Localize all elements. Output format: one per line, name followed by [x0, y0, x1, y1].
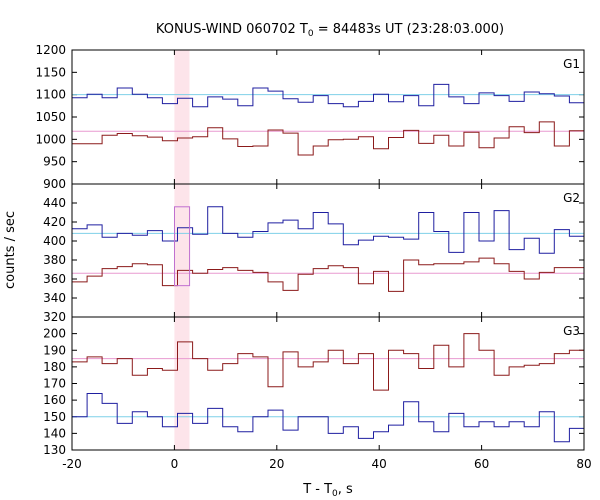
- g1-series-0: [72, 83, 585, 110]
- g3-ytick-label: 130: [43, 443, 66, 457]
- g1-series-1: [72, 121, 585, 156]
- x-tick-label: 60: [474, 457, 489, 471]
- g1-ytick-label: 1200: [35, 43, 66, 57]
- g3-series-0: [72, 393, 585, 443]
- chart-title-prefix: KONUS-WIND 060702 T: [156, 22, 308, 37]
- x-tick-label: 80: [576, 457, 591, 471]
- x-axis-label: T - T0, s: [302, 482, 353, 499]
- g2-ytick-label: 340: [43, 291, 66, 305]
- x-axis-label-suffix: , s: [338, 482, 353, 497]
- g1-ytick-label: 1000: [35, 132, 66, 146]
- g3-panel-label: G3: [563, 324, 580, 338]
- g1-panel-label: G1: [563, 57, 580, 71]
- y-axis-label: counts / sec: [3, 211, 18, 289]
- chart-title-suffix: = 84483s UT (23:28:03.000): [314, 22, 504, 37]
- g3-ytick-label: 180: [43, 360, 66, 374]
- g2-ytick-label: 400: [43, 234, 66, 248]
- x-tick-label: 40: [372, 457, 387, 471]
- g3-ytick-label: 160: [43, 393, 66, 407]
- g3-panel-frame: [71, 316, 585, 451]
- x-tick-label: 20: [269, 457, 284, 471]
- g1-ytick-label: 900: [43, 177, 66, 191]
- x-axis-label-sub: 0: [332, 489, 338, 499]
- g2-peak-box: [173, 206, 191, 287]
- g2-ytick-label: 360: [43, 272, 66, 286]
- g2-panel-label: G2: [563, 191, 580, 205]
- g1-ytick-label: 1100: [35, 88, 66, 102]
- g1-ytick-label: 950: [43, 155, 66, 169]
- g3-ytick-label: 170: [43, 377, 66, 391]
- g3-series-1: [72, 333, 585, 391]
- g2-ytick-label: 320: [43, 310, 66, 324]
- x-axis-label-prefix: T - T: [302, 482, 332, 497]
- g3-ytick-label: 200: [43, 327, 66, 341]
- x-tick-label: -20: [62, 457, 82, 471]
- g2-ytick-label: 440: [43, 196, 66, 210]
- g3-ytick-label: 190: [43, 343, 66, 357]
- g3-ytick-label: 150: [43, 410, 66, 424]
- g1-ytick-label: 1150: [35, 65, 66, 79]
- chart-title: KONUS-WIND 060702 T0 = 84483s UT (23:28:…: [156, 22, 504, 39]
- chart-title-sub: 0: [308, 29, 314, 39]
- g2-panel-frame: [71, 183, 585, 318]
- g2-ytick-label: 420: [43, 215, 66, 229]
- g2-series-0: [72, 206, 585, 254]
- g1-ytick-label: 1050: [35, 110, 66, 124]
- g2-ytick-label: 380: [43, 253, 66, 267]
- x-tick-label: 0: [171, 457, 179, 471]
- g2-series-1: [72, 257, 585, 292]
- g1-panel-frame: [71, 49, 585, 185]
- g3-ytick-label: 140: [43, 426, 66, 440]
- highlight-band: [174, 50, 190, 450]
- plot-layer: 900 950 1000 1050 1100 1150 1200 G1 320 340 360 380…: [35, 43, 591, 471]
